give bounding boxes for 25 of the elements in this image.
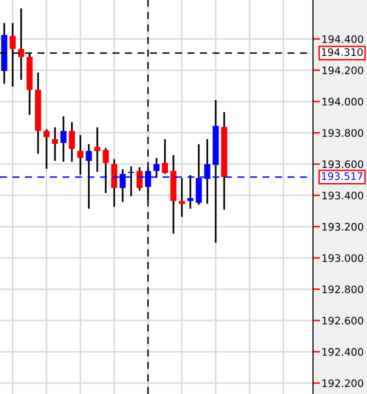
y-tick-label: 192.200 [322, 379, 364, 388]
candlestick [102, 148, 109, 194]
y-tick-label: 192.600 [322, 316, 364, 325]
y-tick-label: 193.600 [322, 160, 364, 168]
candlestick [43, 129, 50, 169]
ref-line-label: 194.310 [322, 48, 363, 56]
candlestick [178, 178, 185, 217]
y-tick-label: 193.400 [322, 192, 364, 200]
candlestick [68, 122, 75, 162]
candlestick [136, 167, 143, 191]
y-tick-label: 194.200 [322, 66, 364, 74]
y-tick-label: 192.400 [322, 348, 364, 356]
ref-line-label: 193.517 [322, 172, 362, 180]
candlestick [162, 139, 168, 174]
candlestick [77, 135, 84, 175]
candlestick [94, 127, 100, 172]
y-tick-label: 194.400 [322, 35, 364, 43]
y-tick-label: 194.000 [322, 98, 364, 106]
candlestick [60, 116, 66, 162]
y-tick-label: 193.000 [322, 254, 364, 262]
y-tick-label: 192.800 [322, 285, 364, 294]
candlestick [52, 127, 58, 161]
candlestick [111, 159, 118, 207]
y-tick-label: 193.800 [322, 129, 364, 137]
y-tick-label: 193.200 [322, 222, 364, 231]
